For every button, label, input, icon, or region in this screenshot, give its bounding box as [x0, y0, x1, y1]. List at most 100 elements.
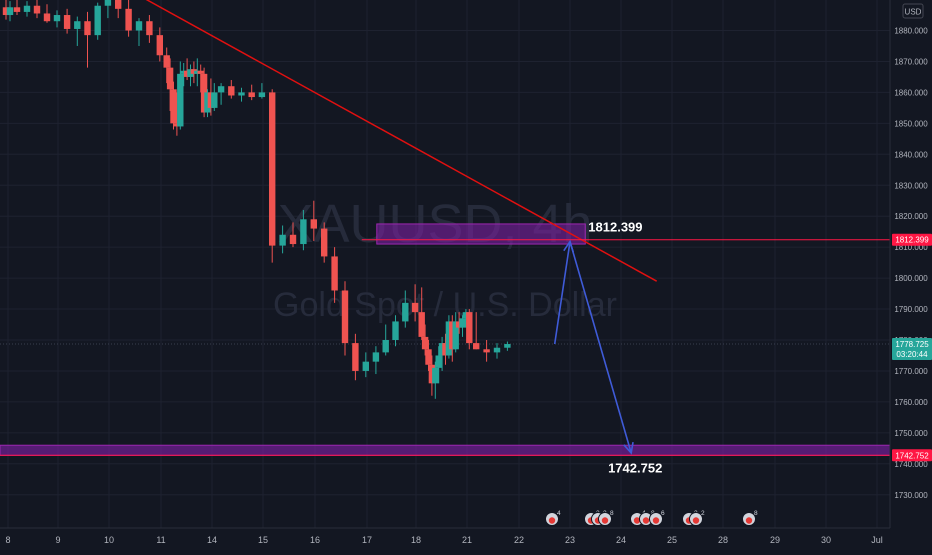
event-marker-flag: [601, 517, 609, 524]
support-zone[interactable]: [0, 444, 891, 456]
candle-body: [211, 92, 218, 108]
time-tick-label: 24: [616, 535, 626, 545]
time-tick-label: 22: [514, 535, 524, 545]
projection-arrowhead-up: [563, 239, 575, 253]
candle-body: [279, 234, 286, 246]
candle-body: [483, 349, 490, 353]
time-tick-label: 17: [362, 535, 372, 545]
candle-body: [445, 321, 453, 356]
upper-price-tag-box: [892, 233, 932, 246]
candle-body: [442, 343, 449, 356]
candle-body: [228, 86, 235, 96]
candle-body: [382, 340, 389, 353]
candle-body: [23, 5, 31, 12]
candle-body: [173, 123, 181, 127]
candle-body: [115, 0, 122, 9]
candle-body: [238, 92, 245, 96]
candle-body: [300, 219, 307, 245]
candle-body: [190, 69, 198, 74]
candle-body: [411, 302, 419, 313]
candle-body: [331, 256, 338, 291]
resistance-zone[interactable]: [376, 223, 586, 245]
event-marker-flag: [745, 517, 753, 524]
resistance-price-label: 1812.399: [588, 220, 642, 235]
watermark-description: Gold Spot / U.S. Dollar: [273, 286, 617, 324]
price-tick-label: 1860.000: [894, 88, 928, 97]
candle-body: [94, 5, 101, 36]
candle-body: [269, 92, 276, 246]
candle-body: [170, 89, 177, 124]
candle-body: [362, 361, 369, 371]
candle-body: [493, 347, 501, 353]
candle-body: [207, 92, 215, 108]
price-tick-label: 1850.000: [894, 119, 928, 128]
time-tick-label: 16: [310, 535, 320, 545]
price-tick-label: 1830.000: [894, 181, 928, 190]
time-tick-label: 8: [5, 535, 10, 545]
price-tick-label: 1840.000: [894, 150, 928, 159]
time-tick-label: 25: [667, 535, 677, 545]
candle-body: [438, 343, 446, 356]
candle-body: [432, 367, 439, 384]
time-tick-label: 14: [207, 535, 217, 545]
price-tick-label: 1870.000: [894, 57, 928, 66]
trendline[interactable]: [130, 0, 658, 282]
projection-path[interactable]: [553, 241, 632, 454]
currency-badge-box[interactable]: [902, 3, 924, 19]
candle-body: [166, 67, 174, 90]
candles: [2, 0, 511, 399]
event-marker-count: 2: [701, 510, 705, 517]
candle-body: [372, 352, 380, 362]
current-price-tag-countdown: 03:20:44: [896, 350, 928, 359]
time-tick-label: 23: [565, 535, 575, 545]
candle-body: [452, 321, 459, 350]
time-axis-panel[interactable]: [0, 528, 932, 550]
candle-body: [418, 312, 425, 337]
candle-body: [125, 8, 132, 31]
time-tick-label: 15: [258, 535, 268, 545]
candle-body: [197, 70, 204, 74]
event-marker-flag: [548, 517, 556, 524]
candle-body: [84, 21, 91, 36]
event-marker-flag: [652, 517, 660, 524]
candle-body: [180, 70, 187, 74]
candle-body: [421, 336, 429, 350]
candle-body: [217, 86, 225, 93]
price-tick-label: 1760.000: [894, 398, 928, 407]
event-marker-flag: [642, 517, 650, 524]
candle-body: [200, 73, 208, 113]
time-ticks: 8 9 10 11 14 15 16 17 18 21 22 23 24 25 28 29 30 Jul: [5, 535, 882, 545]
grid: [0, 0, 890, 528]
price-axis-panel[interactable]: [890, 0, 932, 528]
event-marker-count: 8: [754, 510, 758, 517]
candle-body: [63, 15, 71, 29]
candle-body: [466, 312, 473, 344]
candle-body: [504, 344, 511, 348]
event-marker-flag: [633, 517, 641, 524]
candle-body: [435, 355, 442, 368]
candle-body: [6, 7, 14, 16]
candle-body: [455, 321, 463, 328]
candle-body: [53, 15, 61, 22]
candle-body: [459, 318, 466, 328]
drawings: 1812.399 1742.752: [0, 0, 890, 475]
current-price-tag: 1778.725: [895, 340, 929, 349]
price-tick-label: 1750.000: [894, 429, 928, 438]
event-marker-count: 6: [661, 510, 665, 517]
candle-body: [183, 70, 191, 77]
lower-price-tag-box: [892, 449, 932, 462]
price-tick-label: 1730.000: [894, 491, 928, 500]
upper-price-tag: 1812.399: [895, 236, 929, 245]
candle-body: [473, 343, 480, 350]
candle-body: [310, 219, 317, 229]
price-tick-label: 1820.000: [894, 212, 928, 221]
currency-badge[interactable]: USD: [905, 8, 922, 17]
candle-body: [104, 0, 112, 6]
event-marker-flag: [692, 517, 700, 524]
candle-body: [13, 7, 21, 12]
lower-price-tag: 1742.752: [895, 451, 929, 460]
candle-body: [2, 7, 10, 16]
